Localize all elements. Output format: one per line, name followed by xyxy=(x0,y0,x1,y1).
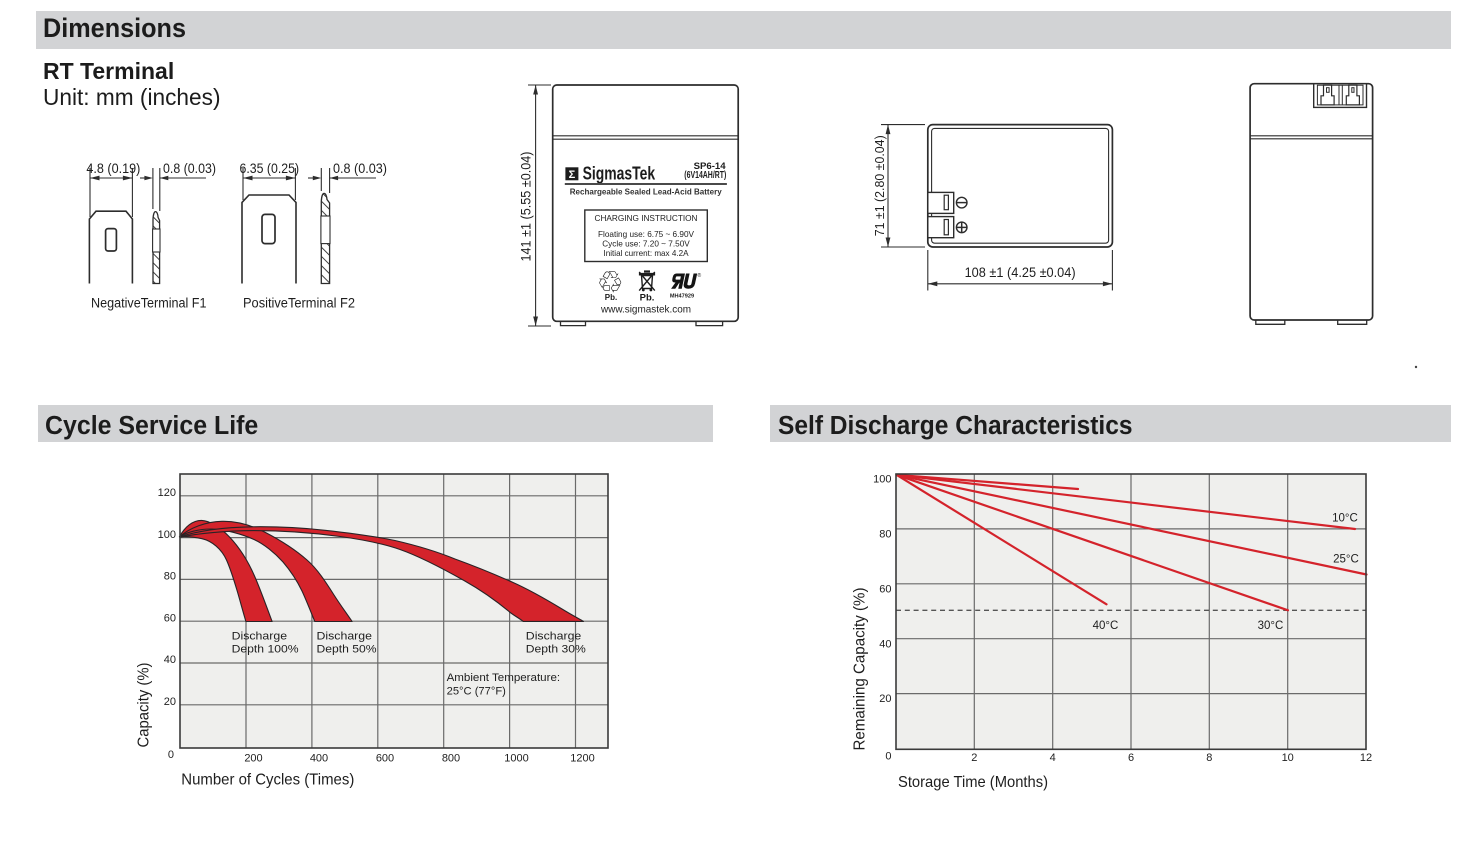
svg-text:NegativeTerminal F1: NegativeTerminal F1 xyxy=(91,296,207,311)
svg-text:Initial current: max 4.2A: Initial current: max 4.2A xyxy=(604,248,689,258)
svg-text:Number of Cycles (Times): Number of Cycles (Times) xyxy=(181,772,354,789)
svg-text:60: 60 xyxy=(164,612,176,624)
svg-text:10°C: 10°C xyxy=(1332,513,1358,525)
svg-text:0: 0 xyxy=(885,751,891,763)
svg-text:0: 0 xyxy=(168,749,174,761)
svg-text:PositiveTerminal F2: PositiveTerminal F2 xyxy=(243,296,355,311)
svg-text:Depth 50%: Depth 50% xyxy=(317,643,377,655)
svg-text:6: 6 xyxy=(1128,752,1134,764)
svg-text:Depth 100%: Depth 100% xyxy=(232,643,299,655)
svg-text:0.8 (0.03): 0.8 (0.03) xyxy=(163,161,216,176)
svg-text:Remaining Capacity (%): Remaining Capacity (%) xyxy=(852,588,869,751)
svg-text:4: 4 xyxy=(1050,752,1056,764)
svg-text:1200: 1200 xyxy=(570,753,594,765)
svg-text:120: 120 xyxy=(158,487,176,499)
svg-text:100: 100 xyxy=(873,473,891,485)
svg-text:Cycle use: 7.20 ~ 7.50V: Cycle use: 7.20 ~ 7.50V xyxy=(602,238,690,248)
svg-text:Ambient Temperature:: Ambient Temperature: xyxy=(447,672,560,684)
svg-text:100: 100 xyxy=(158,529,176,541)
svg-text:0.8 (0.03): 0.8 (0.03) xyxy=(333,161,387,176)
svg-text:1000: 1000 xyxy=(504,753,528,765)
svg-text:8: 8 xyxy=(1206,752,1212,764)
svg-text:6.35 (0.25): 6.35 (0.25) xyxy=(240,161,300,176)
svg-text:40: 40 xyxy=(164,654,176,666)
svg-text:4.8 (0.19): 4.8 (0.19) xyxy=(86,161,140,176)
svg-text:Pb.: Pb. xyxy=(605,293,617,302)
svg-text:40°C: 40°C xyxy=(1093,620,1119,632)
svg-text:40: 40 xyxy=(879,638,891,650)
svg-text:141 ±1 (5.55 ±0.04): 141 ±1 (5.55 ±0.04) xyxy=(519,152,534,262)
svg-text:60: 60 xyxy=(879,583,891,595)
svg-text:Storage Time (Months): Storage Time (Months) xyxy=(898,774,1048,791)
svg-text:CHARGING INSTRUCTION: CHARGING INSTRUCTION xyxy=(595,213,698,223)
svg-text:SP6-14: SP6-14 xyxy=(694,161,727,172)
svg-text:(6V14AH/RT): (6V14AH/RT) xyxy=(684,170,726,181)
svg-text:Capacity (%): Capacity (%) xyxy=(136,663,153,748)
svg-text:25°C: 25°C xyxy=(1333,554,1359,566)
svg-text:25°C (77°F): 25°C (77°F) xyxy=(447,686,507,698)
svg-text:Discharge: Discharge xyxy=(526,631,582,643)
svg-text:30°C: 30°C xyxy=(1258,620,1284,632)
svg-text:MH47929: MH47929 xyxy=(670,294,694,300)
svg-text:20: 20 xyxy=(164,696,176,708)
svg-text:400: 400 xyxy=(310,753,328,765)
svg-text:80: 80 xyxy=(164,571,176,583)
svg-text:12: 12 xyxy=(1360,752,1372,764)
svg-text:Discharge: Discharge xyxy=(232,631,288,643)
svg-text:200: 200 xyxy=(244,753,262,765)
svg-text:80: 80 xyxy=(879,529,891,541)
svg-text:♲: ♲ xyxy=(597,267,624,300)
svg-text:2: 2 xyxy=(971,752,977,764)
svg-text:www.sigmastek.com: www.sigmastek.com xyxy=(600,304,691,315)
svg-text:Depth 30%: Depth 30% xyxy=(526,643,586,655)
svg-text:20: 20 xyxy=(879,693,891,705)
svg-text:SigmasTek: SigmasTek xyxy=(583,164,656,184)
svg-text:71 ±1 (2.80 ±0.04): 71 ±1 (2.80 ±0.04) xyxy=(872,135,887,236)
svg-text:800: 800 xyxy=(442,753,460,765)
svg-text:®: ® xyxy=(698,272,702,279)
svg-text:Rechargeable Sealed Lead-Acid: Rechargeable Sealed Lead-Acid Battery xyxy=(570,186,722,196)
svg-text:Pb.: Pb. xyxy=(640,292,655,303)
svg-text:Discharge: Discharge xyxy=(317,631,373,643)
svg-text:600: 600 xyxy=(376,753,394,765)
svg-text:Floating use: 6.75 ~ 6.90V: Floating use: 6.75 ~ 6.90V xyxy=(598,229,694,239)
svg-text:108 ±1 (4.25 ±0.04): 108 ±1 (4.25 ±0.04) xyxy=(965,265,1076,280)
svg-text:Σ: Σ xyxy=(569,169,576,181)
svg-text:10: 10 xyxy=(1282,752,1294,764)
